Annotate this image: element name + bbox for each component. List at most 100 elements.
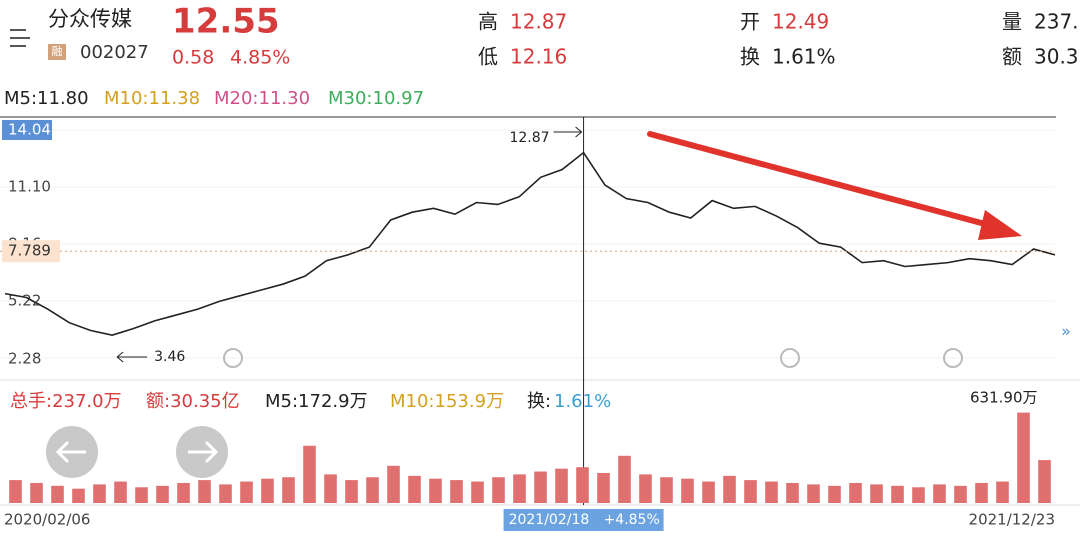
- volume-bar: [660, 477, 673, 503]
- volume-bar: [996, 481, 1009, 503]
- x-selected-bg: [503, 509, 664, 531]
- high-annotation: 12.87: [509, 130, 549, 146]
- volume-bar: [618, 455, 631, 503]
- change-pct: 4.85%: [230, 47, 290, 69]
- volume-bar: [135, 487, 148, 503]
- ma10: M10:11.38: [104, 88, 200, 109]
- ma5: M5:11.80: [4, 88, 89, 109]
- volume-max: 631.90万: [970, 389, 1038, 407]
- volume-bar: [471, 481, 484, 503]
- price-line: [4, 151, 1056, 336]
- volume-bar: [807, 484, 820, 503]
- volume-bar: [849, 482, 862, 503]
- volume-bar: [9, 480, 22, 503]
- current-label: 7.789: [8, 242, 51, 260]
- tag: 融: [52, 45, 63, 58]
- tag-bg: [48, 44, 66, 60]
- vol-ma5: M5:172.9万: [265, 391, 368, 412]
- volume-bar: [114, 481, 127, 503]
- x-start: 2020/02/06: [4, 511, 90, 529]
- volume-bar: [261, 478, 274, 503]
- volume-bar: [534, 471, 547, 503]
- vol-total: 总手:237.0万: [10, 391, 122, 412]
- y-tick-label: 2.28: [8, 350, 41, 368]
- volume-bar: [1038, 460, 1051, 503]
- vol-amount: 额:30.35亿: [146, 391, 240, 412]
- volume-bar: [933, 484, 946, 503]
- volume-bar: [408, 475, 421, 503]
- stock-name: 分众传媒: [48, 7, 132, 31]
- volume-bar: [576, 467, 589, 503]
- volume-bar: [387, 465, 400, 503]
- label: 换: [740, 45, 760, 69]
- volume-bar: [198, 480, 211, 503]
- volume-bar: [345, 480, 358, 503]
- anno-arrow: [116, 351, 148, 363]
- open: 12.49: [772, 10, 829, 34]
- low: 12.16: [510, 45, 567, 69]
- amount: 30.3: [1034, 45, 1079, 69]
- x-selected-change: +4.85%: [604, 512, 660, 528]
- volume-bar: [765, 481, 778, 503]
- volume-bar: [492, 477, 505, 503]
- menu-icon[interactable]: [10, 29, 30, 47]
- vol-turn: 1.61%: [554, 391, 611, 412]
- volume-bar: [954, 485, 967, 503]
- volume: 237.: [1034, 10, 1079, 34]
- volume-bar: [429, 478, 442, 503]
- expand[interactable]: »: [1061, 322, 1071, 341]
- volume-bar: [450, 480, 463, 503]
- volume-bar: [366, 477, 379, 503]
- volume-bar: [555, 468, 568, 503]
- volume-bar: [303, 445, 316, 503]
- volume-bar: [282, 477, 295, 503]
- vol-turn-label: 换:: [527, 391, 551, 412]
- ma20: M20:11.30: [214, 88, 310, 109]
- volume-bar: [30, 482, 43, 503]
- turnover: 1.61%: [772, 45, 836, 69]
- volume-bar: [93, 484, 106, 503]
- q-icons: [223, 348, 963, 368]
- volume-bar: [870, 484, 883, 503]
- current-bg: [2, 240, 60, 263]
- volume-bar: [744, 480, 757, 503]
- anno-arrow: [553, 126, 583, 138]
- x-end: 2021/12/23: [969, 511, 1055, 529]
- nav-prev[interactable]: [46, 426, 98, 478]
- tick-bg: [2, 120, 52, 140]
- volume-bar: [723, 475, 736, 503]
- label: 高: [478, 10, 498, 34]
- vol-ma10: M10:153.9万: [390, 391, 504, 412]
- volume-bar: [240, 481, 253, 503]
- volume-bar: [1017, 412, 1030, 503]
- volume-bar: [324, 474, 337, 503]
- y-tick-label: 5.22: [8, 292, 41, 310]
- volume-bar: [72, 488, 85, 503]
- volume-bar: [219, 484, 232, 503]
- volume-bar: [975, 482, 988, 503]
- volume-bar: [513, 474, 526, 503]
- red-arrow: [647, 131, 1022, 240]
- change: 0.58: [172, 47, 214, 69]
- low-annotation: 3.46: [154, 349, 185, 365]
- volume-bar: [177, 482, 190, 503]
- volume-bar: [681, 478, 694, 503]
- label: 开: [740, 10, 760, 34]
- stock-code: 002027: [80, 42, 149, 63]
- volume-bar: [702, 481, 715, 503]
- volume-bar: [51, 485, 64, 503]
- high: 12.87: [510, 10, 567, 34]
- volume-bar: [828, 485, 841, 503]
- label: 量: [1002, 10, 1022, 34]
- label: 额: [1002, 45, 1022, 69]
- label: 低: [478, 45, 498, 69]
- volume-bar: [786, 482, 799, 503]
- y-tick-label: 14.04: [8, 121, 51, 139]
- volume-bar: [597, 472, 610, 503]
- nav-next[interactable]: [176, 426, 228, 478]
- ma30: M30:10.97: [328, 88, 424, 109]
- x-selected: 2021/02/18: [509, 512, 590, 528]
- volume-bar: [639, 474, 652, 503]
- volume-bar: [891, 485, 904, 503]
